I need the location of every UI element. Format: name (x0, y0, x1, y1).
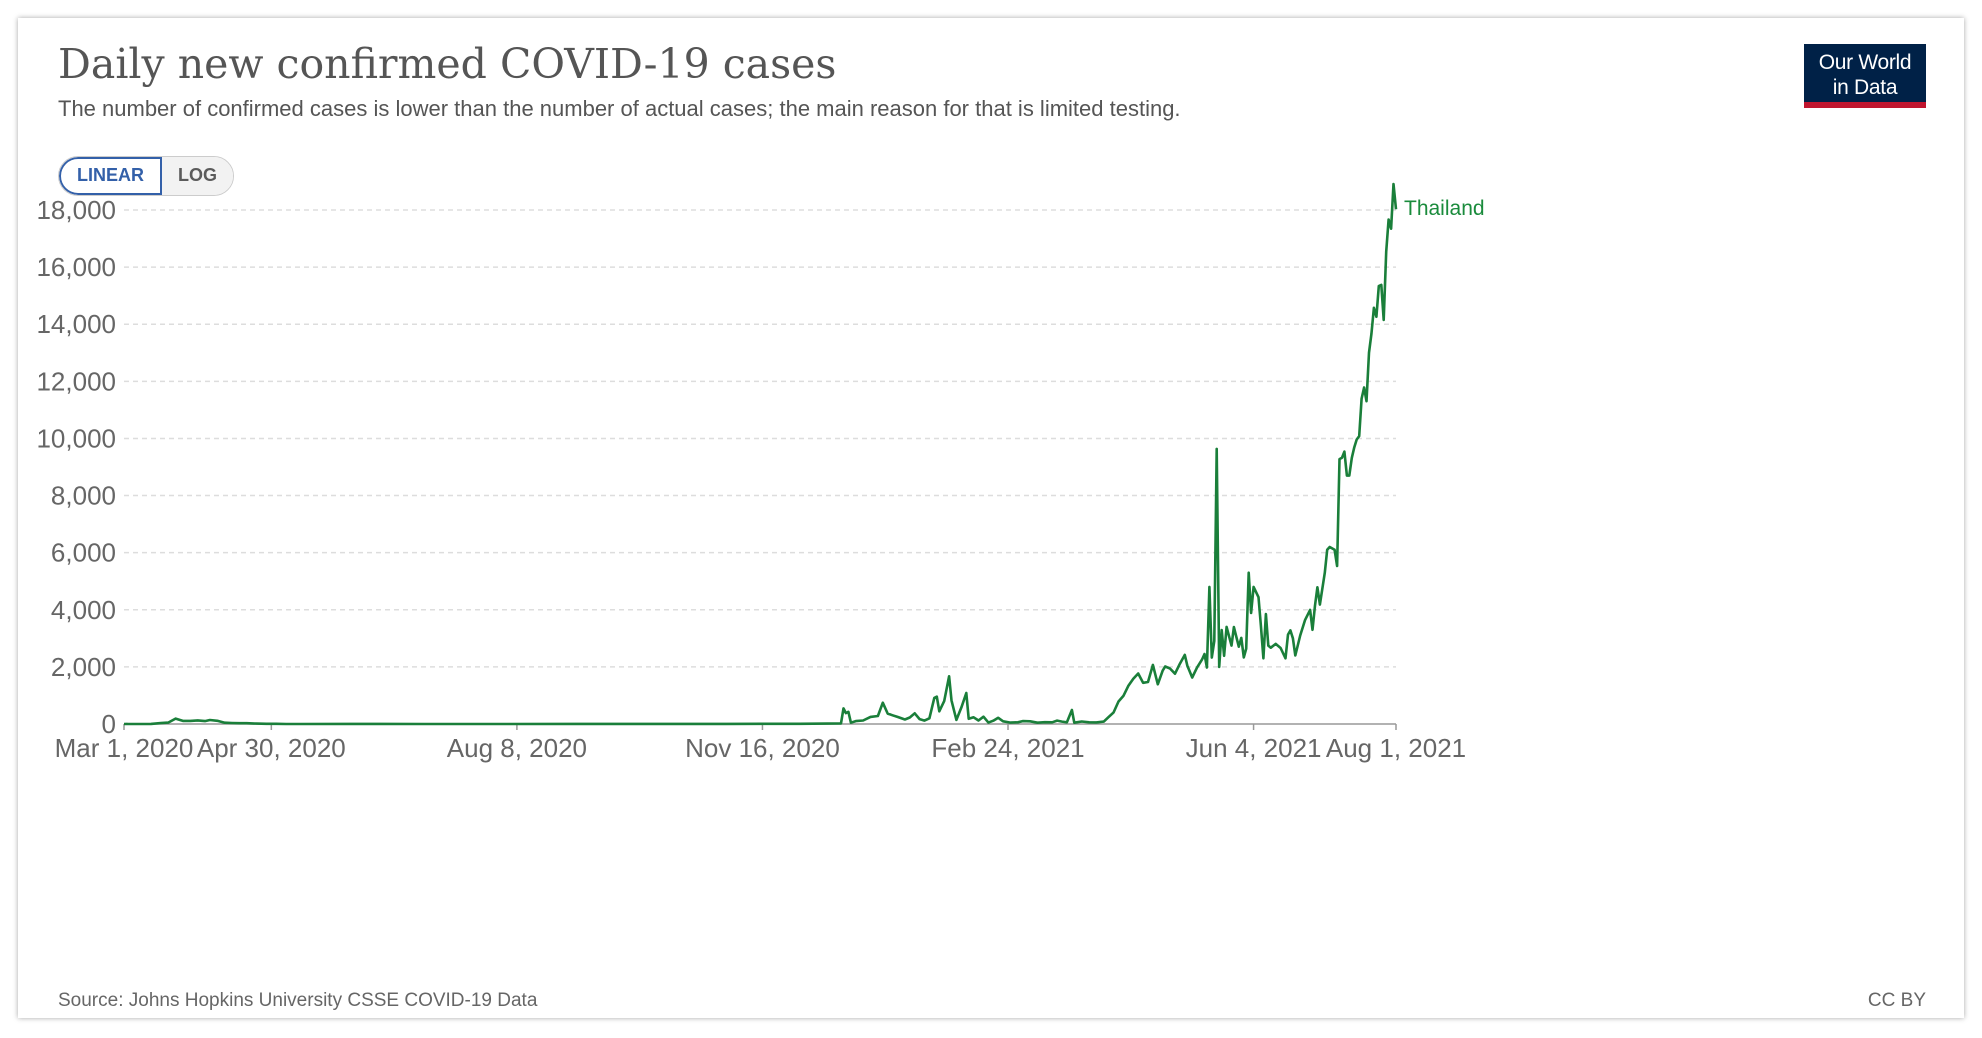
line-chart: 0 2,000 4,000 6,000 8,000 10,000 12,000 14,000 1… (36, 182, 1485, 763)
series-line-thailand (123, 182, 1398, 726)
x-tick-label: Jun 4, 2021 (1186, 733, 1322, 763)
y-tick-label: 16,000 (36, 252, 116, 282)
logo-line-2: in Data (1832, 76, 1898, 99)
y-tick-label: 8,000 (51, 481, 116, 511)
x-tick-label: Aug 1, 2021 (1326, 733, 1466, 763)
x-tick-label: Mar 1, 2020 (55, 733, 194, 763)
x-axis: Mar 1, 2020 Apr 30, 2020 Aug 8, 2020 Nov 16… (55, 723, 1466, 763)
log-scale-button[interactable]: LOG (162, 157, 233, 195)
linear-scale-button[interactable]: LINEAR (59, 157, 162, 195)
license-link[interactable]: CC BY (1867, 990, 1926, 1011)
x-tick-label: Apr 30, 2020 (197, 733, 346, 763)
y-axis: 0 2,000 4,000 6,000 8,000 10,000 12,000 14,000 1… (36, 195, 116, 739)
series-label-thailand: Thailand (1404, 197, 1485, 220)
logo-line-1: Our World (1818, 51, 1912, 74)
chart-title: Daily new confirmed COVID-19 cases (58, 40, 837, 88)
chart-subtitle: The number of confirmed cases is lower t… (58, 96, 1181, 121)
x-tick-label: Aug 8, 2020 (447, 733, 587, 763)
scale-toggle: LINEAR LOG (58, 156, 234, 196)
y-tick-label: 12,000 (36, 366, 116, 396)
y-tick-label: 14,000 (36, 309, 116, 339)
source-note: Source: Johns Hopkins University CSSE CO… (58, 990, 538, 1011)
x-tick-label: Nov 16, 2020 (685, 733, 840, 763)
series-layer: Thailand (123, 182, 1485, 726)
y-tick-label: 10,000 (36, 423, 116, 453)
chart-card: Daily new confirmed COVID-19 cases The n… (18, 18, 1964, 1018)
y-tick-label: 2,000 (51, 652, 116, 682)
y-tick-label: 18,000 (36, 195, 116, 225)
y-tick-label: 0 (102, 709, 116, 739)
grid-lines (124, 209, 1396, 668)
y-tick-label: 6,000 (51, 538, 116, 568)
owid-logo[interactable]: Our World in Data (1804, 44, 1926, 108)
y-tick-label: 4,000 (51, 595, 116, 625)
x-tick-label: Feb 24, 2021 (931, 733, 1084, 763)
